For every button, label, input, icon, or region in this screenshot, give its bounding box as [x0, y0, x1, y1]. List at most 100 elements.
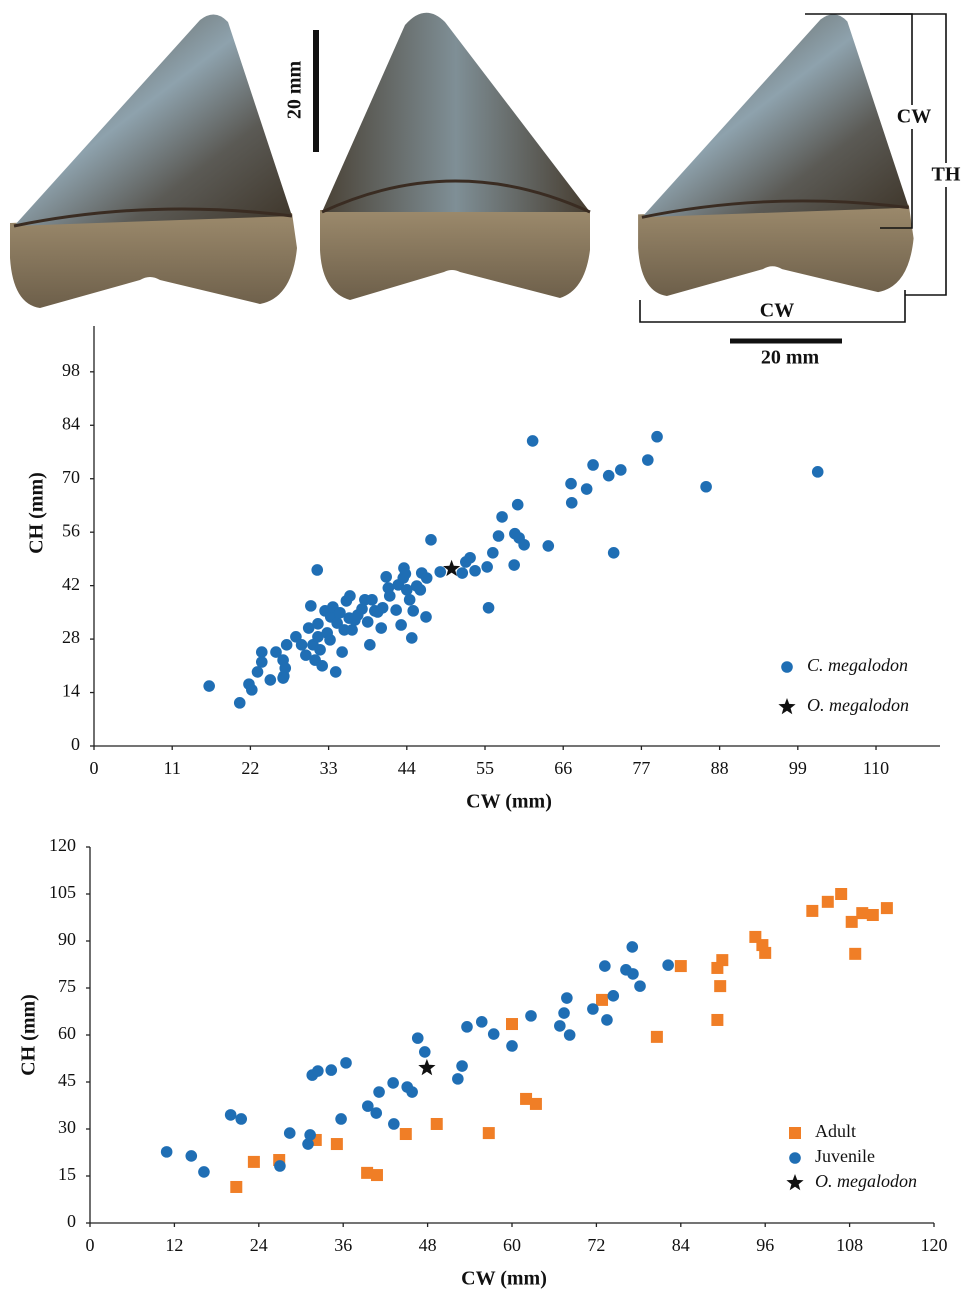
data-point: [264, 674, 277, 686]
x-tick-label: 36: [334, 1235, 352, 1255]
legend-label: Juvenile: [815, 1146, 875, 1166]
data-point: [283, 1127, 296, 1139]
data-point: [334, 606, 346, 619]
data-point: [602, 469, 615, 482]
data-point: [492, 530, 505, 542]
data-point: [475, 1016, 488, 1028]
x-tick-label: 24: [250, 1235, 268, 1255]
data-point: [312, 631, 324, 643]
data-point: [329, 666, 342, 678]
data-point: [361, 1166, 374, 1179]
y-tick-label: 30: [58, 1117, 76, 1137]
y-tick-label: 84: [62, 413, 80, 433]
data-point: [233, 697, 246, 709]
data-point: [525, 1010, 537, 1022]
data-point: [251, 666, 264, 678]
data-point: [526, 435, 539, 447]
y-tick-label: 0: [67, 1211, 76, 1231]
scale-label: 20 mm: [284, 61, 306, 120]
data-point: [335, 1113, 347, 1125]
x-tick-label: 84: [672, 1235, 690, 1255]
data-point: [255, 646, 268, 658]
data-point: [529, 1097, 542, 1110]
y-tick-label: 75: [58, 976, 76, 996]
x-tick-label: 48: [419, 1235, 437, 1255]
data-point: [674, 960, 687, 973]
data-point: [290, 631, 302, 643]
tooth-photos: [8, 12, 916, 310]
legend-label: O. megalodon: [815, 1171, 917, 1191]
data-point: [399, 1128, 412, 1141]
data-point: [700, 480, 712, 493]
y-tick-label: 120: [49, 835, 76, 855]
legend-label: C. megalodon: [807, 655, 908, 675]
x-tick-label: 120: [921, 1235, 948, 1255]
data-point: [203, 680, 215, 692]
data-point: [430, 1117, 443, 1130]
data-point: [565, 496, 578, 509]
data-point: [324, 634, 336, 646]
y-tick-label: 14: [62, 681, 80, 701]
data-point: [314, 643, 326, 656]
data-point: [246, 684, 258, 696]
data-point: [627, 968, 639, 980]
data-point: [280, 639, 293, 651]
data-point: [452, 1073, 464, 1085]
data-point: [642, 454, 654, 466]
data-point: [362, 1100, 374, 1112]
data-point: [403, 593, 416, 606]
y-axis-label: CH (mm): [26, 472, 48, 554]
x-tick-label: 72: [587, 1235, 605, 1255]
data-point: [302, 622, 315, 634]
x-tick-label: 77: [632, 758, 650, 778]
data-point: [563, 1029, 576, 1041]
tooth-image: [320, 12, 591, 300]
y-tick-label: 105: [49, 882, 76, 902]
data-point: [434, 566, 447, 578]
data-point: [198, 1166, 210, 1178]
data-point: [542, 540, 555, 552]
data-point: [375, 622, 388, 634]
data-point: [711, 1013, 724, 1026]
x-tick-label: 108: [836, 1235, 863, 1255]
data-point: [399, 568, 412, 580]
legend-marker: [789, 1152, 801, 1164]
y-tick-label: 90: [58, 929, 76, 949]
data-point: [300, 649, 312, 661]
data-point: [845, 915, 858, 928]
x-tick-label: 66: [554, 758, 572, 778]
tooth-image: [8, 12, 299, 310]
data-point: [380, 571, 392, 583]
data-point: [311, 564, 324, 576]
data-point: [185, 1150, 198, 1162]
data-point: [411, 1032, 424, 1044]
data-point: [714, 980, 727, 993]
data-point: [487, 1028, 500, 1040]
legend-marker: [781, 661, 793, 673]
data-point: [395, 619, 407, 631]
x-tick-label: 96: [756, 1235, 774, 1255]
data-point: [305, 600, 317, 612]
data-point: [856, 907, 869, 920]
y-tick-label: 70: [62, 467, 80, 487]
data-point: [418, 1046, 431, 1058]
data-point: [312, 1065, 324, 1077]
data-point: [418, 1058, 436, 1076]
data-point: [425, 534, 437, 546]
data-point: [511, 498, 524, 511]
x-tick-label: 0: [86, 1235, 95, 1255]
x-tick-label: 60: [503, 1235, 521, 1255]
legend-label: O. megalodon: [807, 695, 909, 715]
data-point: [277, 672, 289, 684]
data-point: [443, 559, 461, 577]
legend: C. megalodon O. megalodon: [778, 655, 909, 715]
data-point: [607, 547, 620, 559]
data-point: [344, 590, 356, 602]
data-point: [599, 960, 611, 972]
data-point: [662, 959, 674, 971]
data-point: [614, 464, 627, 476]
chart: 0 15 30 45 60 75 90 105 120 0 12 24 36 48 60 72 84 96 108 1…: [18, 835, 948, 1289]
data-point: [401, 584, 413, 596]
data-point: [821, 895, 834, 908]
legend-marker: [789, 1127, 801, 1139]
